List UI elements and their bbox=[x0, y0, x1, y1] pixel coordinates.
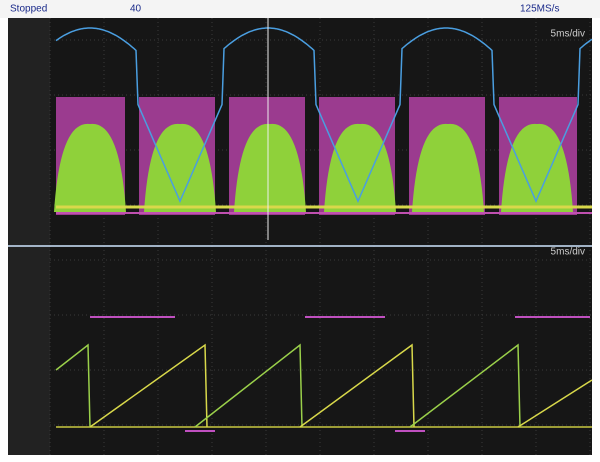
status-bar bbox=[0, 0, 600, 18]
lower-timebase: 5ms/div bbox=[551, 247, 585, 258]
sample-rate: 125MS/s bbox=[520, 4, 559, 15]
upper-timebase: 5ms/div bbox=[551, 29, 585, 40]
oscilloscope-screen: Stopped 40 125MS/s 5ms/div 5ms/div bbox=[0, 0, 600, 457]
display-area bbox=[8, 18, 592, 455]
trigger-level: 40 bbox=[130, 4, 142, 15]
left-margin bbox=[8, 18, 50, 455]
page: Stopped 40 125MS/s 5ms/div 5ms/div (() =… bbox=[0, 0, 600, 457]
status-text: Stopped bbox=[10, 4, 47, 15]
